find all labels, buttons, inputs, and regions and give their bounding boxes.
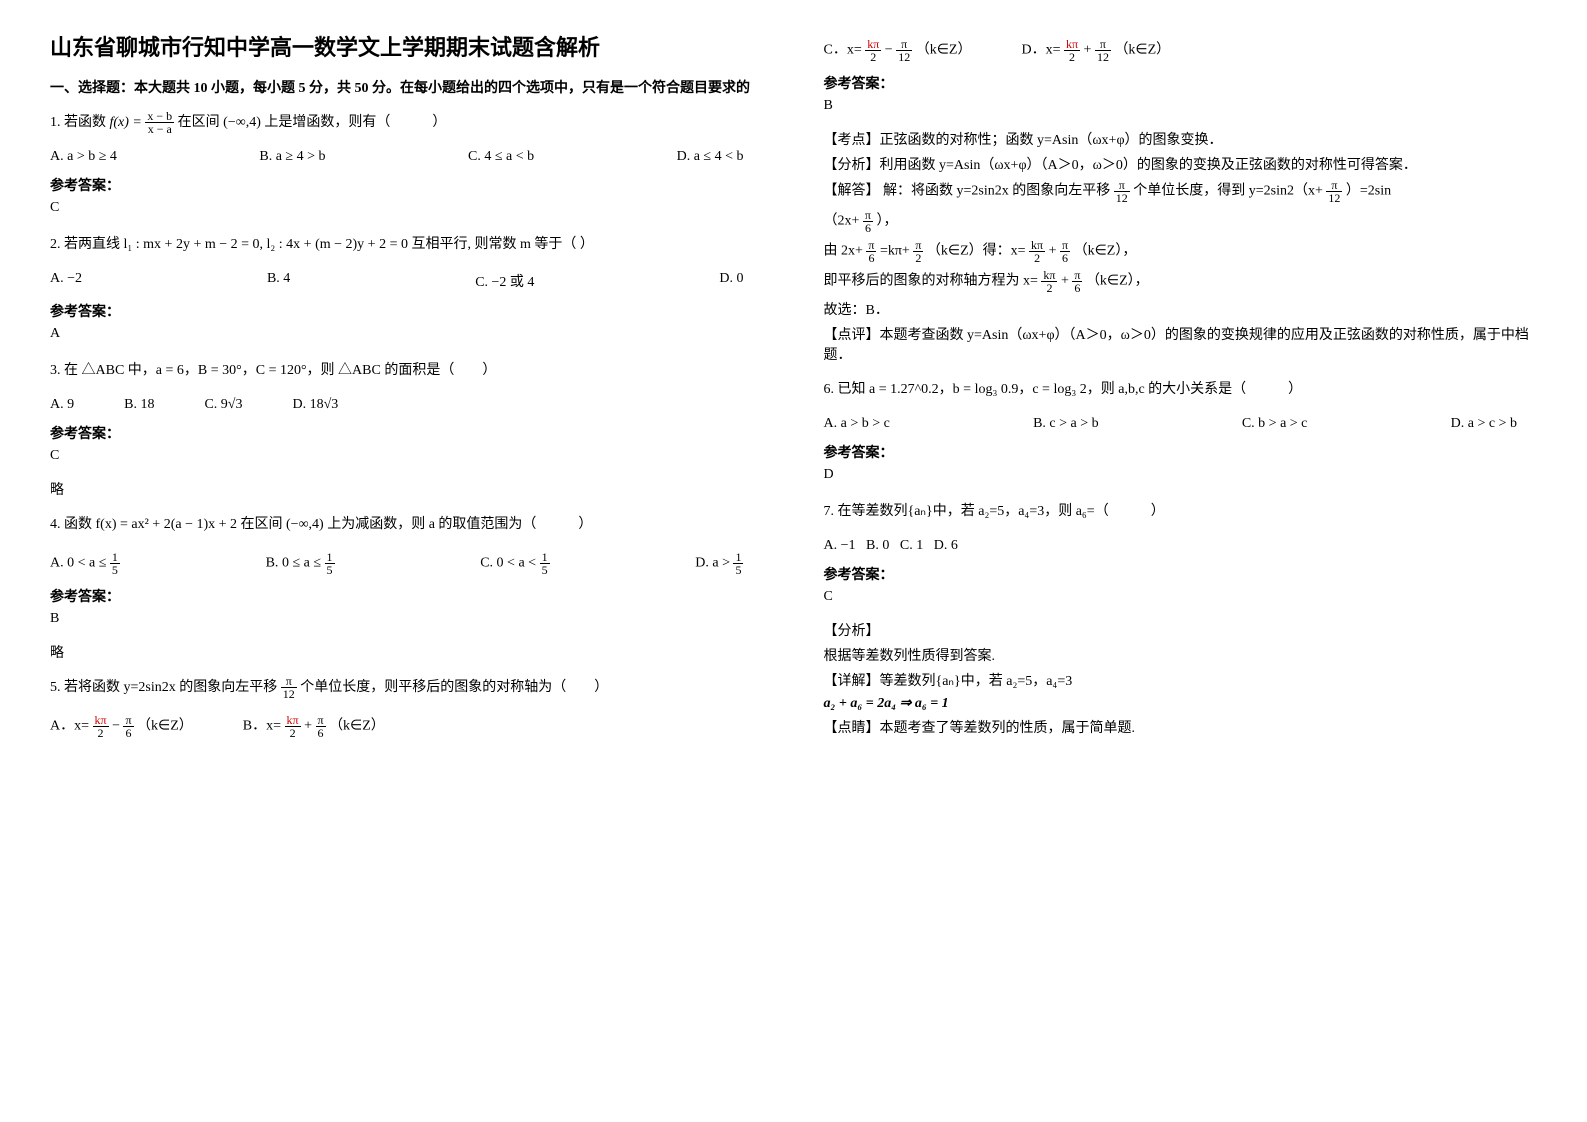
q5-jieda5: 故选：B． [824,299,1538,319]
q3-ans: C [50,448,764,464]
question-1: 1. 若函数 f(x) = x − b x − a 在区间 (−∞,4) 上是增… [50,109,764,137]
q1-optA: A. a > b ≥ 4 [50,149,117,165]
q1-optD: D. a ≤ 4 < b [677,149,744,165]
q7-optD: D. 6 [934,538,958,553]
q7-dianjing: 【点睛】本题考查了等差数列的性质，属于简单题. [824,717,1538,737]
q7-options: A. −1 B. 0 C. 1 D. 6 [824,538,1538,554]
q3-optA: A. 9 [50,397,74,413]
q5-options-ab: A．x= kπ2 − π6 （k∈Z） B．x= kπ2 + π6 （k∈Z） [50,714,764,739]
q1-optC: C. 4 ≤ a < b [468,149,534,165]
page-title: 山东省聊城市行知中学高一数学文上学期期末试题含解析 [50,30,764,62]
q5-jieda1: 【解答】 解：将函数 y=2sin2x 的图象向左平移 π12 个单位长度，得到… [824,179,1538,204]
q7-fenxi-label: 【分析】 [824,620,1538,640]
q4-optA: A. 0 < a ≤ 15 [50,551,120,576]
question-3: 3. 在 △ABC 中，a = 6，B = 30°，C = 120°，则 △AB… [50,357,764,385]
q2-options: A. −2 B. 4 C. −2 或 4 D. 0 [50,271,764,291]
q4-note: 略 [50,642,764,662]
q5-options-cd: C．x= kπ2 − π12 （k∈Z） D．x= kπ2 + π12 （k∈Z… [824,38,1538,63]
q4-optC: C. 0 < a < 15 [480,551,549,576]
question-2: 2. 若两直线 l₁ : mx + 2y + m − 2 = 0, l₂ : 4… [50,231,764,259]
q3-optC: C. 9√3 [204,397,242,413]
q5-dianping: 【点评】本题考查函数 y=Asin（ωx+φ）（A＞0，ω＞0）的图象的变换规律… [824,324,1538,364]
q7-ans-label: 参考答案： [824,564,1538,584]
question-7: 7. 在等差数列{aₙ}中，若 a₂=5，a₄=3，则 a₆=（ ） [824,498,1538,526]
q4-ans: B [50,611,764,627]
q7-eq: a₂ + a₆ = 2a₄ ⇒ a₆ = 1 [824,695,1538,712]
q4-optD: D. a > 15 [695,551,743,576]
q2-ans-label: 参考答案： [50,301,764,321]
q3-optD: D. 18√3 [293,397,339,413]
q6-ans: D [824,467,1538,483]
q5-optA: A．x= kπ2 − π6 （k∈Z） [50,714,193,739]
q7-xiangjie: 【详解】等差数列{aₙ}中，若 a₂=5，a₄=3 [824,670,1538,690]
q6-ans-label: 参考答案： [824,442,1538,462]
q6-optB: B. c > a > b [1033,416,1099,432]
q3-ans-label: 参考答案： [50,423,764,443]
q5-jieda3: 由 2x+ π6 =kπ+ π2 （k∈Z）得：x= kπ2 + π6 （k∈Z… [824,239,1538,264]
q6-options: A. a > b > c B. c > a > b C. b > a > c D… [824,416,1538,432]
q5-optB: B．x= kπ2 + π6 （k∈Z） [243,714,385,739]
q5-jieda4: 即平移后的图象的对称轴方程为 x= kπ2 + π6 （k∈Z）， [824,269,1538,294]
q2-optC: C. −2 或 4 [475,271,534,291]
q4-options: A. 0 < a ≤ 15 B. 0 ≤ a ≤ 15 C. 0 < a < 1… [50,551,764,576]
q5-kaodian: 【考点】正弦函数的对称性；函数 y=Asin（ωx+φ）的图象变换． [824,129,1538,149]
q3-options: A. 9 B. 18 C. 9√3 D. 18√3 [50,397,764,413]
question-5: 5. 若将函数 y=2sin2x 的图象向左平移 π12 个单位长度，则平移后的… [50,674,764,702]
q6-optA: A. a > b > c [824,416,890,432]
q2-optB: B. 4 [267,271,290,291]
q7-optC: C. 1 [900,538,923,553]
q1-stem-prefix: 1. 若函数 [50,115,106,130]
q5-optC: C．x= kπ2 − π12 （k∈Z） [824,38,972,63]
q1-ans-label: 参考答案： [50,175,764,195]
question-4: 4. 函数 f(x) = ax² + 2(a − 1)x + 2 在区间 (−∞… [50,511,764,539]
question-6: 6. 已知 a = 1.27^0.2，b = log₃ 0.9，c = log₃… [824,376,1538,404]
q5-ans: B [824,98,1538,114]
q3-optB: B. 18 [124,397,154,413]
q1-fraction: x − b x − a [145,110,174,135]
q2-ans: A [50,326,764,342]
q5-ans-label: 参考答案： [824,73,1538,93]
q2-optA: A. −2 [50,271,82,291]
section-heading: 一、选择题：本大题共 10 小题，每小题 5 分，共 50 分。在每小题给出的四… [50,77,764,97]
q6-optC: C. b > a > c [1242,416,1308,432]
q3-note: 略 [50,479,764,499]
q6-optD: D. a > c > b [1451,416,1517,432]
q1-stem-suffix: 在区间 (−∞,4) 上是增函数，则有（ ） [178,115,447,130]
q5-optD: D．x= kπ2 + π12 （k∈Z） [1021,38,1170,63]
q1-optB: B. a ≥ 4 > b [259,149,325,165]
q5-jieda2: （2x+ π6 ）， [824,209,1538,234]
q7-optB: B. 0 [866,538,889,553]
q7-ans: C [824,589,1538,605]
q4-ans-label: 参考答案： [50,586,764,606]
q7-optA: A. −1 [824,538,856,553]
q4-optB: B. 0 ≤ a ≤ 15 [266,551,335,576]
q2-optD: D. 0 [719,271,743,291]
q1-ans: C [50,200,764,216]
q7-fenxi: 根据等差数列性质得到答案. [824,645,1538,665]
q5-fenxi: 【分析】利用函数 y=Asin（ωx+φ）（A＞0，ω＞0）的图象的变换及正弦函… [824,154,1538,174]
q1-options: A. a > b ≥ 4 B. a ≥ 4 > b C. 4 ≤ a < b D… [50,149,764,165]
